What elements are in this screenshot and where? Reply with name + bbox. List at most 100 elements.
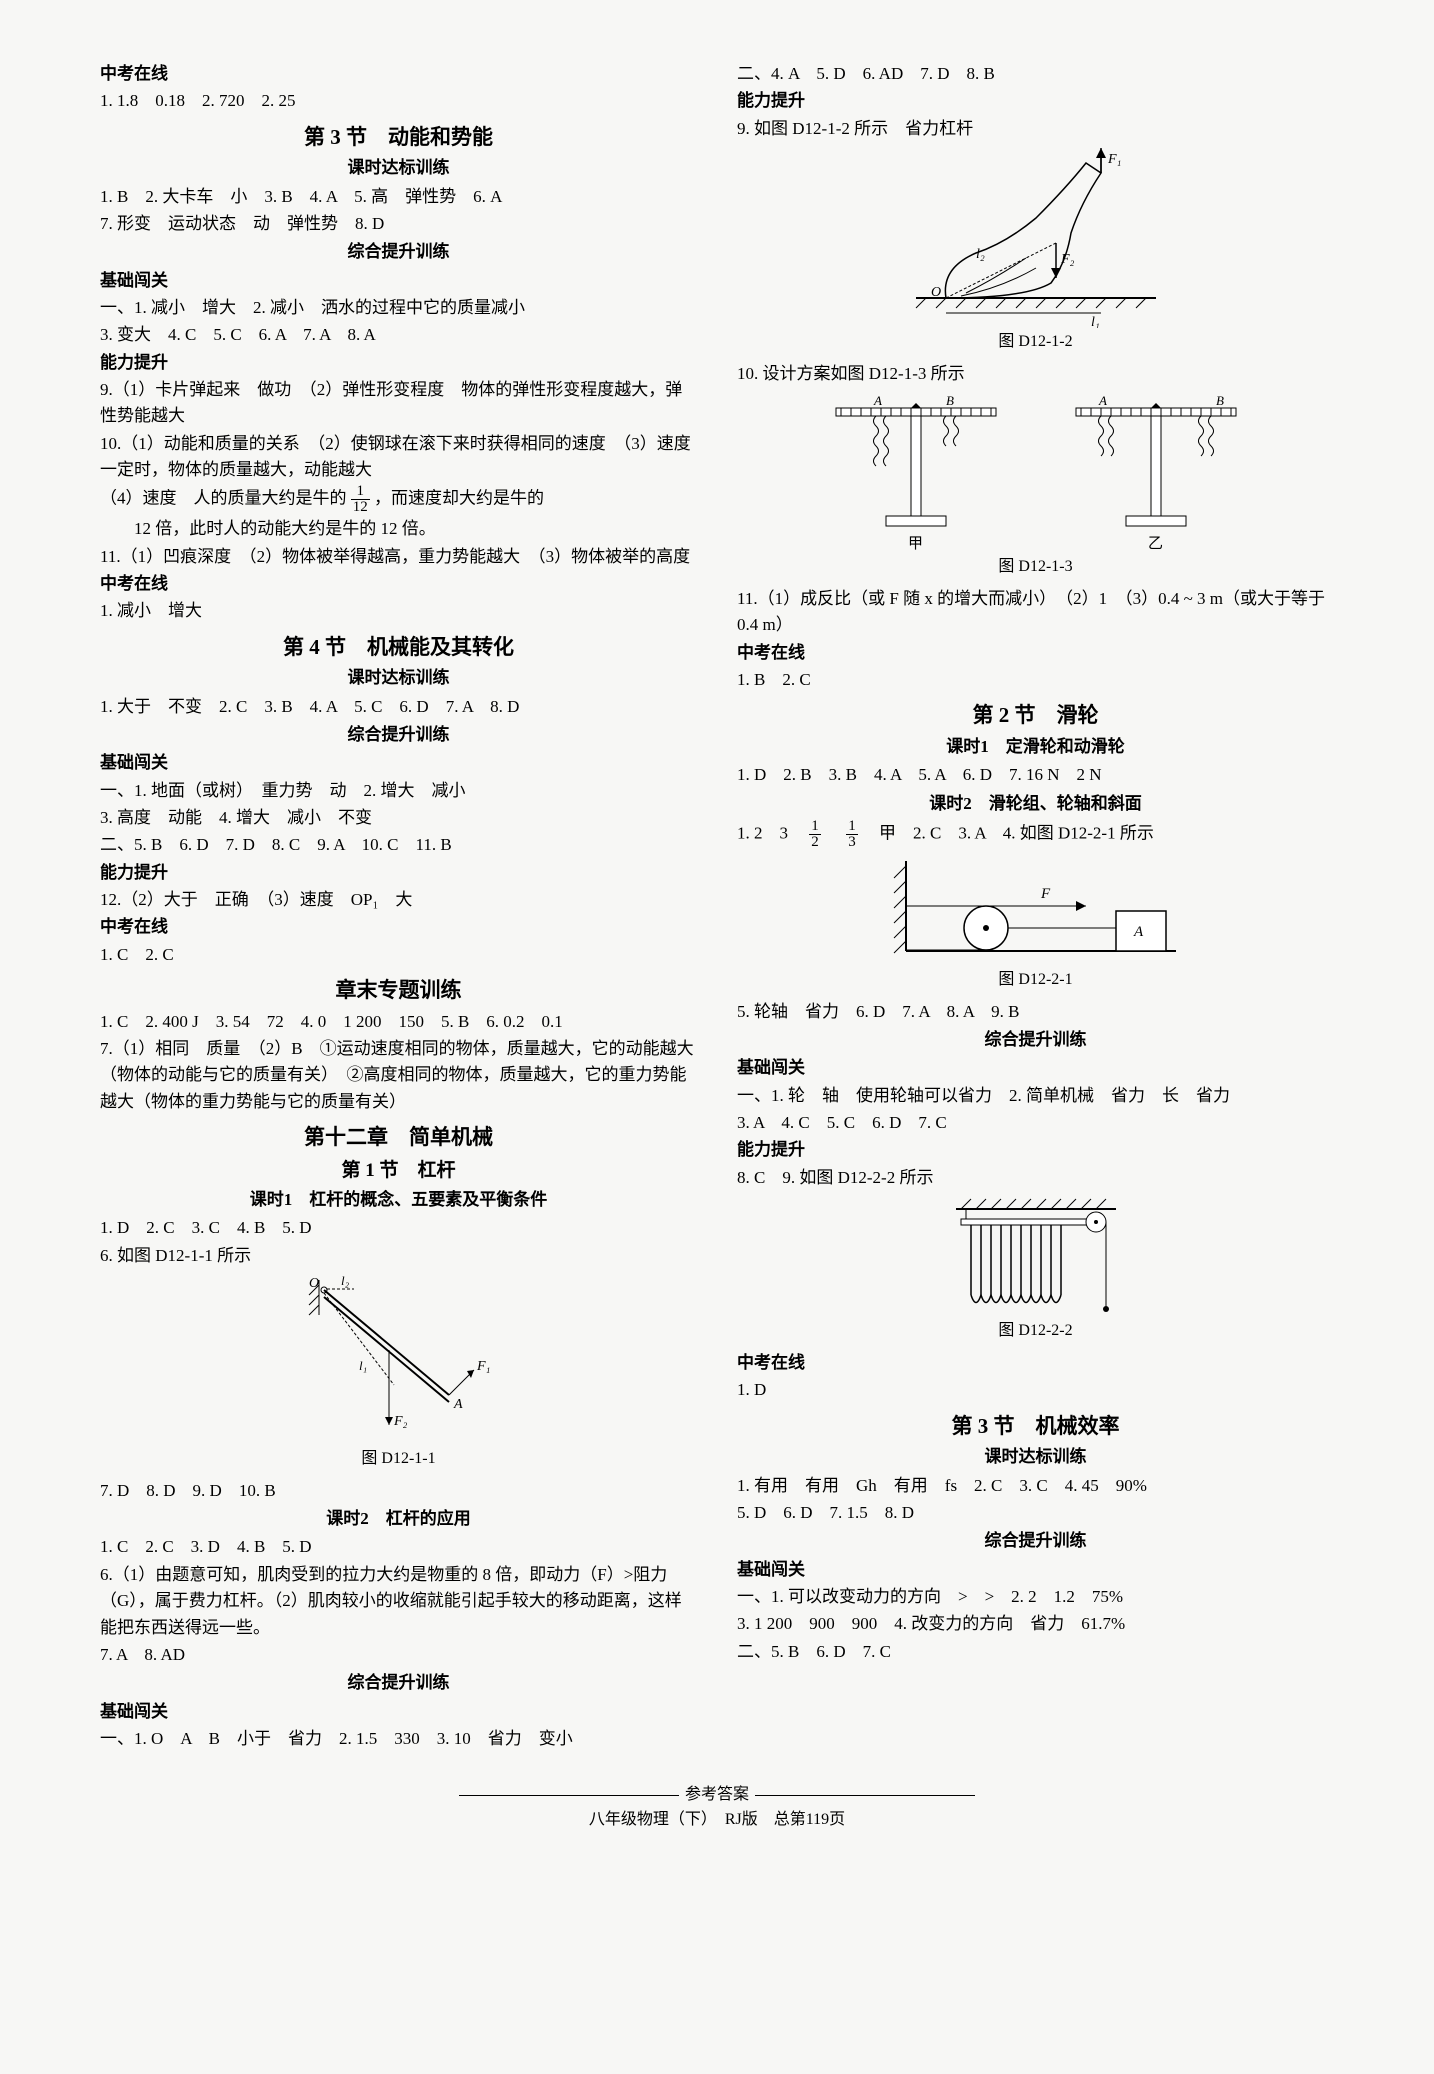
- heading-nlts: 能力提升: [737, 1137, 1334, 1163]
- heading-jcgk: 基础闯关: [100, 750, 697, 776]
- label-A: A: [1133, 924, 1144, 940]
- text-line: 1. 有用 有用 Gh 有用 fs 2. C 3. C 4. 45 90%: [737, 1473, 1334, 1499]
- subsection: 综合提升训练: [100, 1670, 697, 1696]
- footer-pageinfo: 八年级物理（下） RJ版 总第119页: [589, 1811, 845, 1828]
- text-line: 二、4. A 5. D 6. AD 7. D 8. B: [737, 61, 1334, 87]
- label-F2: F₂: [1060, 252, 1075, 267]
- figure-d12-1-2: O F₁ F₂ l₁ l₂ 图 D12-1-2: [737, 148, 1334, 355]
- heading-jcgk: 基础闯关: [100, 1699, 697, 1725]
- left-column: 中考在线 1. 1.8 0.18 2. 720 2. 25 第 3 节 动能和势…: [100, 60, 697, 1753]
- subsection: 综合提升训练: [100, 239, 697, 265]
- label-F1: F₁: [1107, 152, 1121, 167]
- heading-jcgk: 基础闯关: [737, 1055, 1334, 1081]
- subsection: 综合提升训练: [100, 722, 697, 748]
- label-O: O: [931, 285, 941, 300]
- text-line: 5. D 6. D 7. 1.5 8. D: [737, 1500, 1334, 1526]
- subsection: 课时2 滑轮组、轮轴和斜面: [737, 791, 1334, 817]
- text-line: 3. A 4. C 5. C 6. D 7. C: [737, 1110, 1334, 1136]
- heading-zkzx: 中考在线: [100, 61, 697, 87]
- label-B: B: [946, 393, 954, 408]
- text-frag: 甲 2. C 3. A 4. 如图 D12-2-1 所示: [862, 823, 1154, 842]
- text-line: 二、5. B 6. D 7. D 8. C 9. A 10. C 11. B: [100, 832, 697, 858]
- text-line: 11.（1）成反比（或 F 随 x 的增大而减小） （2）1 （3）0.4 ~ …: [737, 586, 1334, 639]
- text-line: 1. B 2. C: [737, 667, 1334, 693]
- figure-caption: 图 D12-1-2: [998, 330, 1072, 355]
- text-line: 1. C 2. C 3. D 4. B 5. D: [100, 1534, 697, 1560]
- text-line: 7. A 8. AD: [100, 1642, 697, 1668]
- heading-nlts: 能力提升: [100, 860, 697, 886]
- page-footer: 参考答案 八年级物理（下） RJ版 总第119页: [100, 1783, 1334, 1833]
- heading-nlts: 能力提升: [737, 88, 1334, 114]
- apparatus-yi-icon: A B 乙: [1056, 393, 1256, 553]
- text-frag: 1. 2 3: [737, 823, 805, 842]
- footer-title: 参考答案: [685, 1786, 749, 1803]
- text-frag: [825, 823, 842, 842]
- text-line: 10. 设计方案如图 D12-1-3 所示: [737, 361, 1334, 387]
- heading-jcgk: 基础闯关: [100, 268, 697, 294]
- text-line: 1. D 2. B 3. B 4. A 5. A 6. D 7. 16 N 2 …: [737, 762, 1334, 788]
- text-line: 12.（2）大于 正确 （3）速度 OP₁ 大: [100, 887, 697, 913]
- pulley-horizontal-icon: F A: [886, 856, 1186, 966]
- section-title: 第 3 节 机械效率: [737, 1410, 1334, 1443]
- text-line: 1. D: [737, 1377, 1334, 1403]
- label-l2: l₂: [976, 247, 985, 262]
- text-line: 3. 高度 动能 4. 增大 减小 不变: [100, 805, 697, 831]
- text-line: 一、1. 轮 轴 使用轮轴可以省力 2. 简单机械 省力 长 省力: [737, 1083, 1334, 1109]
- subsection: 课时达标训练: [100, 665, 697, 691]
- text-line: 6. 如图 D12-1-1 所示: [100, 1243, 697, 1269]
- label-l1: l₁: [1091, 315, 1100, 328]
- label-A: A: [1098, 393, 1107, 408]
- figure-d12-1-3: A B 甲 A B: [737, 393, 1334, 580]
- text-frag: （4）速度 人的质量大约是牛的: [100, 489, 351, 508]
- text-line: 1. C 2. C: [100, 942, 697, 968]
- text-line: 9. 如图 D12-1-2 所示 省力杠杆: [737, 116, 1334, 142]
- heading-zkzx: 中考在线: [737, 640, 1334, 666]
- text-line: 1. D 2. C 3. C 4. B 5. D: [100, 1215, 697, 1241]
- text-line: 1. 1.8 0.18 2. 720 2. 25: [100, 88, 697, 114]
- label-A: A: [873, 393, 882, 408]
- text-line: 7. D 8. D 9. D 10. B: [100, 1478, 697, 1504]
- lever-icon: O l₂ l₁ F₁ A F₂: [299, 1275, 499, 1445]
- text-line: 8. C 9. 如图 D12-2-2 所示: [737, 1165, 1334, 1191]
- label-jia: 甲: [908, 536, 923, 552]
- subsection: 课时1 定滑轮和动滑轮: [737, 734, 1334, 760]
- label-l1: l₁: [359, 1358, 367, 1373]
- text-line: 一、1. 地面（或树） 重力势 动 2. 增大 减小: [100, 778, 697, 804]
- text-line: 1. 大于 不变 2. C 3. B 4. A 5. C 6. D 7. A 8…: [100, 694, 697, 720]
- chapter-title: 第十二章 简单机械: [100, 1121, 697, 1154]
- subsection: 课时达标训练: [100, 155, 697, 181]
- heading-zkzx: 中考在线: [100, 914, 697, 940]
- text-line: 二、5. B 6. D 7. C: [737, 1639, 1334, 1665]
- fraction: 12: [809, 819, 821, 850]
- label-B: B: [1216, 393, 1224, 408]
- subsection: 综合提升训练: [737, 1528, 1334, 1554]
- text-line: 7.（1）相同 质量 （2）B ①运动速度相同的物体，质量越大，它的动能越大（物…: [100, 1036, 697, 1115]
- text-line: 12 倍，此时人的动能大约是牛的 12 倍。: [100, 516, 697, 542]
- figure-d12-2-2: 图 D12-2-2: [737, 1197, 1334, 1344]
- figure-caption: 图 D12-1-1: [361, 1447, 435, 1472]
- heading-zkzx: 中考在线: [100, 571, 697, 597]
- figure-d12-2-1: F A 图 D12-2-1: [737, 856, 1334, 993]
- section-title: 第 3 节 动能和势能: [100, 121, 697, 154]
- label-F: F: [1040, 886, 1051, 902]
- text-line: 3. 1 200 900 900 4. 改变力的方向 省力 61.7%: [737, 1611, 1334, 1637]
- text-line: 5. 轮轴 省力 6. D 7. A 8. A 9. B: [737, 999, 1334, 1025]
- heading-jcgk: 基础闯关: [737, 1557, 1334, 1583]
- section-title: 第 1 节 杠杆: [100, 1156, 697, 1185]
- text-line: 3. 变大 4. C 5. C 6. A 7. A 8. A: [100, 322, 697, 348]
- subsection: 课时2 杠杆的应用: [100, 1506, 697, 1532]
- text-line: 11.（1）凹痕深度 （2）物体被举得越高，重力势能越大 （3）物体被举的高度: [100, 544, 697, 570]
- heading-zkzx: 中考在线: [737, 1350, 1334, 1376]
- fraction: 112: [351, 484, 370, 515]
- apparatus-jia-icon: A B 甲: [816, 393, 1016, 553]
- figure-caption: 图 D12-2-1: [998, 968, 1072, 993]
- subsection: 课时1 杠杆的概念、五要素及平衡条件: [100, 1187, 697, 1213]
- text-line: 6.（1）由题意可知，肌肉受到的拉力大约是物重的 8 倍，即动力（F）>阻力（G…: [100, 1562, 697, 1641]
- heading-nlts: 能力提升: [100, 350, 697, 376]
- figure-caption: 图 D12-1-3: [998, 555, 1072, 580]
- text-frag: ，而速度却大约是牛的: [374, 489, 544, 508]
- label-yi: 乙: [1148, 536, 1163, 552]
- text-line: （4）速度 人的质量大约是牛的 112 ，而速度却大约是牛的: [100, 484, 697, 515]
- subsection: 综合提升训练: [737, 1027, 1334, 1053]
- text-line: 1. 2 3 12 13 甲 2. C 3. A 4. 如图 D12-2-1 所…: [737, 819, 1334, 850]
